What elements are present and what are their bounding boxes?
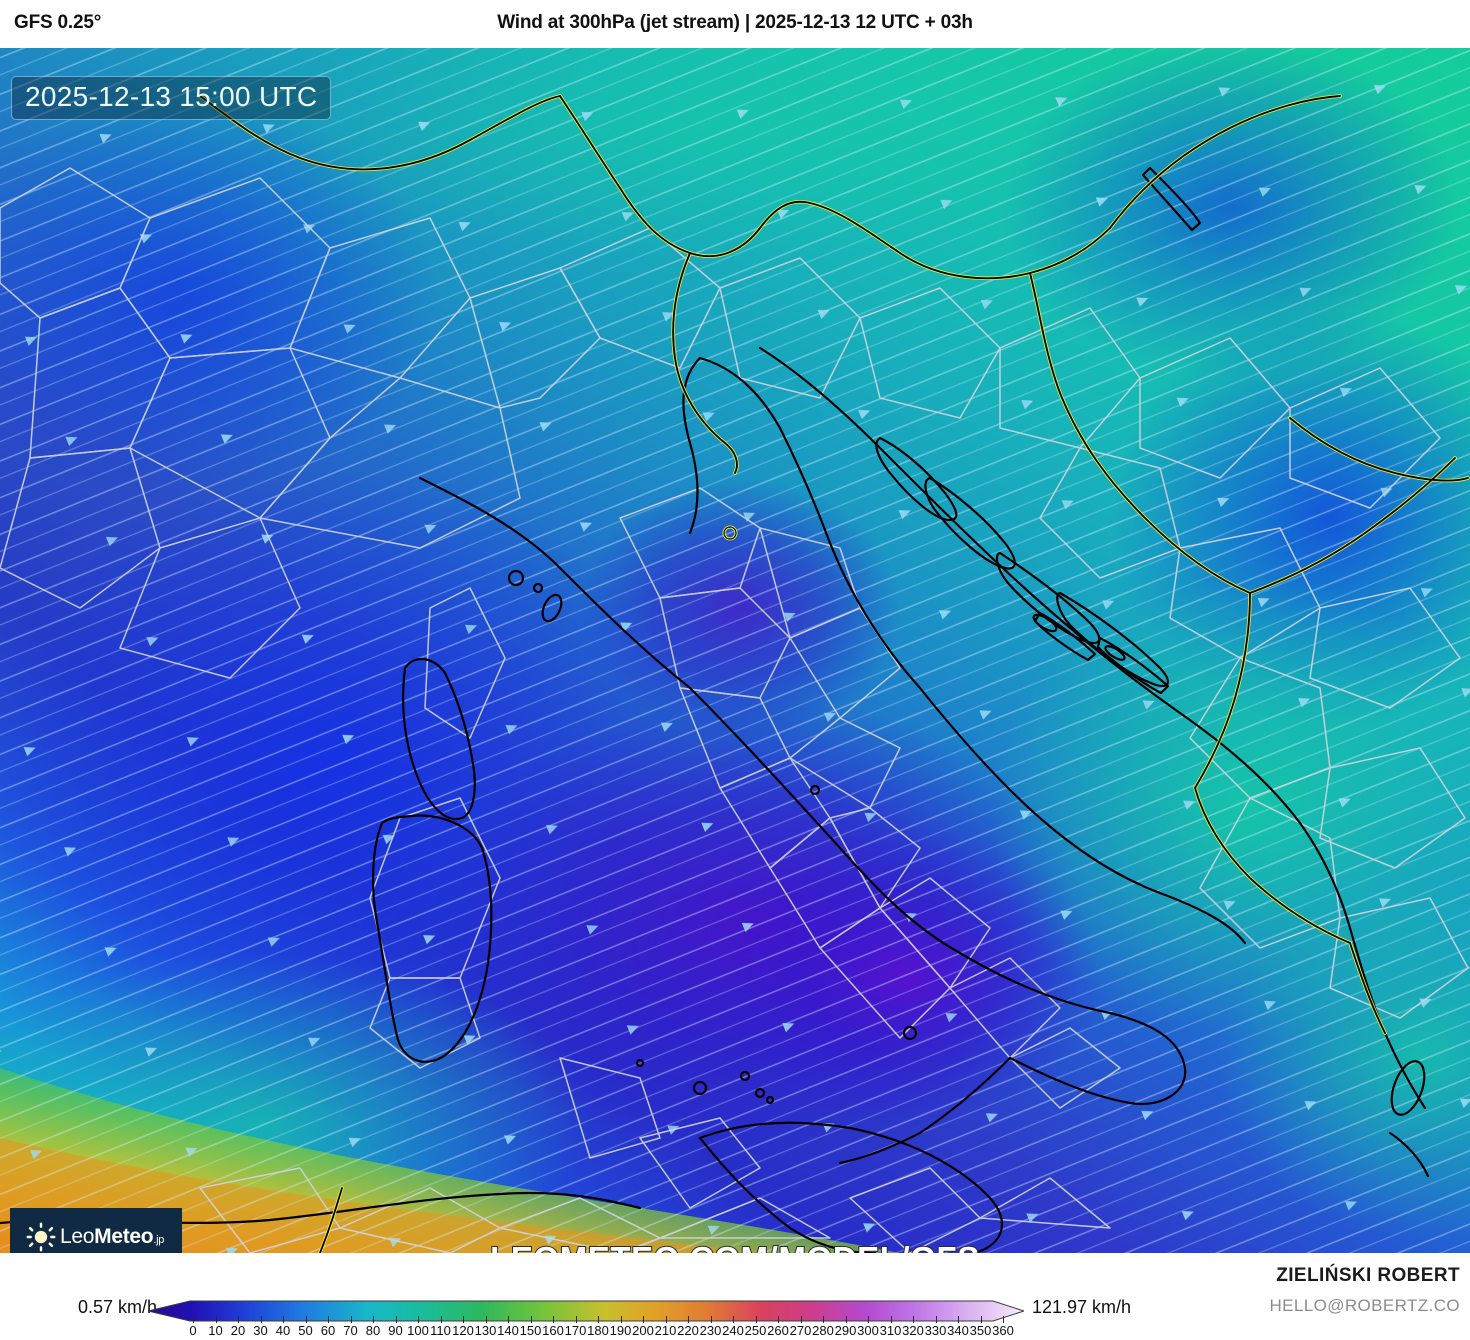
colorbar-tick: [530, 1316, 532, 1323]
colorbar-tick: [688, 1316, 689, 1323]
colorbar-tick: [305, 1316, 307, 1323]
colorbar-tick: [958, 1316, 959, 1323]
colorbar-tick: [1003, 1316, 1004, 1323]
colorbar-tick-label: 170: [564, 1323, 587, 1338]
colorbar-tick-label: 260: [767, 1323, 789, 1338]
colorbar-tick: [935, 1316, 937, 1323]
colorbar-tick-label: 60: [320, 1323, 336, 1338]
colorbar-tick-label: 200: [632, 1323, 654, 1338]
colorbar-tick: [823, 1316, 824, 1323]
logo-tld: .jp: [153, 1233, 165, 1246]
colorbar-tick-label: 330: [924, 1323, 947, 1338]
colorbar-tick-label: 70: [343, 1323, 358, 1338]
colorbar-tick: [845, 1316, 847, 1323]
colorbar-tick-label: 190: [609, 1323, 632, 1338]
model-label: GFS 0.25°: [14, 12, 102, 33]
admin-borders: [0, 167, 1469, 1253]
colorbar-tick: [643, 1316, 644, 1323]
colorbar-tick: [575, 1316, 577, 1323]
page-title: Wind at 300hPa (jet stream) | 2025-12-13…: [497, 12, 973, 33]
colorbar-tick: [598, 1316, 599, 1323]
colorbar-tick-label: 220: [677, 1323, 699, 1338]
colorbar-tick-label: 320: [902, 1323, 924, 1338]
colorbar-min-label: 0.57 km/h: [78, 1297, 158, 1317]
colorbar-tick: [373, 1316, 374, 1323]
leometeo-logo[interactable]: LeoMeteo.jp: [10, 1208, 182, 1253]
colorbar-tick: [485, 1316, 487, 1323]
footer-bar: [0, 1253, 1470, 1338]
colorbar-tick-label: 50: [298, 1323, 313, 1338]
colorbar-tick-label: 290: [834, 1323, 857, 1338]
logo-leo: Leo: [60, 1224, 95, 1248]
colorbar-tick-label: 90: [388, 1323, 403, 1338]
colorbar-tick: [350, 1316, 352, 1323]
colorbar-max-label: 121.97 km/h: [1032, 1297, 1132, 1317]
credit-author: ZIELIŃSKI ROBERT: [1276, 1265, 1460, 1286]
colorbar-tick: [620, 1316, 622, 1323]
logo-meteo: Meteo: [94, 1224, 154, 1248]
colorbar-tick-label: 160: [542, 1323, 564, 1338]
colorbar-tick-label: 280: [812, 1323, 834, 1338]
colorbar-tick: [418, 1316, 419, 1323]
colorbar-tick-label: 0: [189, 1323, 197, 1338]
colorbar-tick: [440, 1316, 442, 1323]
colorbar-tick-label: 250: [744, 1323, 767, 1338]
colorbar-tick-label: 240: [722, 1323, 744, 1338]
weather-map[interactable]: 2025-12-13 15:00 UTC LeoMeteo.jp LEOMETE…: [0, 48, 1470, 1253]
colorbar-tick-label: 110: [430, 1323, 451, 1338]
colorbar-tick-label: 270: [789, 1323, 812, 1338]
colorbar-tick: [755, 1316, 757, 1323]
colorbar-tick-label: 20: [230, 1323, 246, 1338]
colorbar-tick: [733, 1316, 734, 1323]
colorbar-tick: [665, 1316, 667, 1323]
colorbar-tick: [890, 1316, 892, 1323]
colorbar-tick-label: 350: [969, 1323, 992, 1338]
colorbar-tick-label: 300: [857, 1323, 879, 1338]
colorbar-ticks: 0 10 20 30 40 50 60 70 80 90 100 110 120 130 140 150 160…: [148, 1316, 1024, 1340]
colorbar-tick-label: 10: [208, 1323, 223, 1338]
colorbar-tick-label: 150: [519, 1323, 542, 1338]
colorbar-tick-label: 310: [879, 1323, 902, 1338]
colorbar-tick: [238, 1316, 239, 1323]
wind-field-svg: [0, 48, 1470, 1253]
colorbar-tick-label: 30: [253, 1323, 268, 1338]
colorbar-tick: [395, 1316, 397, 1323]
colorbar-tick: [328, 1316, 329, 1323]
colorbar-tick-label: 230: [699, 1323, 722, 1338]
colorbar-tick-label: 360: [992, 1323, 1014, 1338]
leometeo-logo-text: LeoMeteo.jp: [60, 1225, 164, 1249]
colorbar-tick: [260, 1316, 262, 1323]
colorbar-tick: [980, 1316, 982, 1323]
colorbar-tick: [710, 1316, 712, 1323]
colorbar-tick: [215, 1316, 217, 1323]
header-bar: GFS 0.25° Wind at 300hPa (jet stream) | …: [0, 0, 1470, 48]
colorbar-tick: [463, 1316, 464, 1323]
colorbar-tick-label: 180: [587, 1323, 609, 1338]
colorbar-tick: [913, 1316, 914, 1323]
colorbar-tick: [800, 1316, 802, 1323]
colorbar-tick-label: 340: [947, 1323, 969, 1338]
colorbar-tick-label: 140: [497, 1323, 519, 1338]
colorbar-tick-label: 130: [474, 1323, 497, 1338]
colorbar-tick-label: 120: [452, 1323, 474, 1338]
colorbar-tick-label: 210: [654, 1323, 677, 1338]
colorbar-tick-label: 40: [275, 1323, 291, 1338]
colorbar-tick: [778, 1316, 779, 1323]
colorbar-tick: [868, 1316, 869, 1323]
map-timestamp-label: 2025-12-13 15:00 UTC: [11, 76, 332, 120]
colorbar-tick: [193, 1316, 194, 1323]
colorbar-tick: [508, 1316, 509, 1323]
colorbar-tick: [553, 1316, 554, 1323]
colorbar-tick-label: 80: [365, 1323, 381, 1338]
colorbar-tick: [283, 1316, 284, 1323]
country-borders: [199, 95, 1469, 1034]
colorbar-tick-label: 100: [407, 1323, 429, 1338]
sun-icon: [26, 1222, 56, 1251]
credit-email: HELLO@ROBERTZ.CO: [1269, 1296, 1460, 1315]
